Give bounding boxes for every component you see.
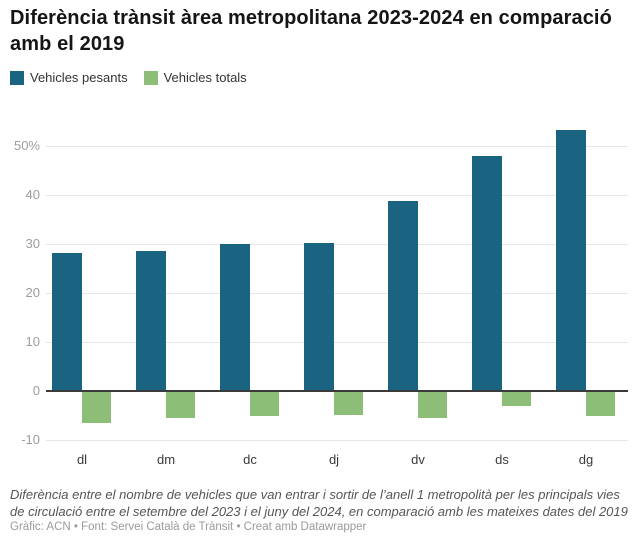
- bar-vehicles-pesants: [136, 251, 166, 391]
- bar-vehicles-pesants: [472, 155, 502, 391]
- y-tick-label: 30: [25, 236, 40, 251]
- bar-vehicles-pesants: [556, 129, 586, 391]
- x-tick-label: dm: [156, 452, 176, 467]
- bar-vehicles-totals: [166, 391, 195, 419]
- y-tick-label: -10: [21, 432, 40, 447]
- y-tick-label: 50%: [13, 138, 40, 153]
- bar-vehicles-pesants: [52, 252, 82, 391]
- chart-credits: Gràfic: ACN • Font: Servei Català de Trà…: [10, 521, 367, 533]
- y-tick-label: 20: [25, 285, 40, 300]
- y-tick-label: 10: [25, 334, 40, 349]
- legend-item-vehicles-pesants: Vehicles pesants: [10, 70, 128, 85]
- bar-vehicles-pesants: [304, 242, 334, 391]
- legend-swatch-square-icon: [10, 70, 24, 85]
- gridline: [46, 293, 628, 294]
- gridline: [46, 342, 628, 343]
- x-tick-label: ds: [495, 452, 509, 467]
- gridline: [46, 195, 628, 196]
- gridline: [46, 244, 628, 245]
- legend-item-label: Vehicles totals: [163, 70, 247, 85]
- bar-vehicles-totals: [250, 391, 279, 417]
- bar-vehicles-totals: [586, 391, 615, 416]
- x-tick-label: dj: [328, 452, 340, 467]
- bar-vehicles-pesants: [388, 201, 418, 391]
- bar-vehicles-totals: [502, 391, 531, 406]
- bar-vehicles-totals: [334, 391, 363, 415]
- bar-vehicles-totals: [82, 391, 111, 423]
- chart-note: Diferència entre el nombre de vehicles q…: [10, 487, 628, 519]
- legend-swatch-square-icon: [143, 70, 158, 85]
- gridline: [46, 146, 628, 147]
- gridline: [46, 440, 628, 441]
- x-tick-label: dc: [243, 452, 257, 467]
- bar-vehicles-totals: [418, 391, 447, 419]
- bar-vehicles-pesants: [220, 244, 250, 391]
- y-tick-label: 40: [25, 187, 40, 202]
- legend-item-vehicles-totals: Vehicles totals: [143, 70, 247, 85]
- x-tick-label: dv: [411, 452, 425, 467]
- legend-item-label: Vehicles pesants: [30, 70, 128, 85]
- y-tick-label: 0: [32, 383, 40, 398]
- x-tick-label: dg: [578, 452, 594, 467]
- x-tick-label: dl: [76, 452, 88, 467]
- chart-title: Diferència trànsit àrea metropolitana 20…: [10, 7, 612, 56]
- legend: Vehicles pesants Vehicles totals: [10, 70, 247, 85]
- zero-baseline: [46, 390, 628, 392]
